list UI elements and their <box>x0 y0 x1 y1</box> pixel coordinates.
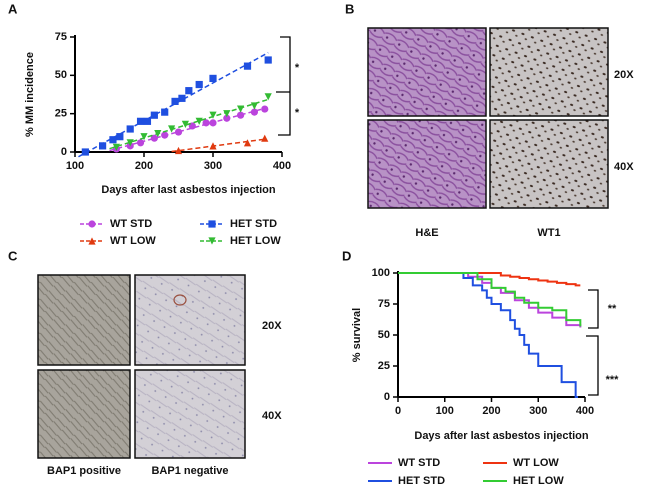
legend-label: WT LOW <box>110 235 156 247</box>
legend-label: HET STD <box>230 218 277 230</box>
column-label: BAP1 positive <box>47 465 121 477</box>
column-label: H&E <box>415 227 438 239</box>
point <box>250 102 258 110</box>
significance-bracket <box>276 36 291 136</box>
legend-label: HET STD <box>398 475 445 487</box>
point <box>150 134 158 142</box>
y-tick-label: 100 <box>372 267 390 279</box>
legend-label: WT STD <box>398 457 440 469</box>
legend-label: WT LOW <box>513 457 559 469</box>
x-tick-label: 200 <box>135 160 153 172</box>
panel-label: B <box>345 1 354 16</box>
micrograph <box>134 369 246 459</box>
x-tick-label: 400 <box>576 405 594 417</box>
point <box>264 56 272 64</box>
micrograph <box>367 27 487 117</box>
trend-line <box>109 98 269 150</box>
legend-marker <box>208 220 216 228</box>
point <box>264 93 272 101</box>
y-axis-label: % survival <box>351 308 363 362</box>
legend-label: WT STD <box>110 218 152 230</box>
point <box>185 87 193 95</box>
y-tick-label: 50 <box>55 69 67 81</box>
y-tick-label: 75 <box>378 298 390 310</box>
point <box>109 136 117 144</box>
annotation: *** <box>606 374 620 386</box>
x-tick-label: 100 <box>436 405 454 417</box>
micrograph <box>134 274 246 366</box>
point <box>136 117 145 125</box>
point <box>126 139 134 147</box>
point <box>174 128 183 136</box>
x-tick-label: 0 <box>395 405 401 417</box>
trend-line <box>109 107 265 152</box>
legend-label: HET LOW <box>230 235 281 247</box>
point <box>174 146 183 155</box>
point <box>150 111 158 119</box>
legend-label: HET LOW <box>513 475 564 487</box>
significance-bracket <box>586 289 599 396</box>
annotation: * <box>295 107 300 119</box>
y-tick-label: 50 <box>378 329 390 341</box>
vessel <box>173 294 187 306</box>
micrograph <box>367 119 487 209</box>
legend-marker <box>88 220 96 228</box>
point <box>136 139 145 147</box>
point <box>140 133 148 141</box>
trend-line <box>171 138 265 153</box>
x-tick-label: 200 <box>482 405 500 417</box>
annotation: ** <box>608 303 617 315</box>
micrograph <box>37 274 131 366</box>
point <box>116 133 124 141</box>
point <box>195 80 203 89</box>
trend-line <box>78 52 269 158</box>
y-axis-label: % MM incidence <box>24 52 36 137</box>
point <box>209 74 217 82</box>
x-tick-label: 100 <box>66 160 84 172</box>
panel-label: D <box>342 248 351 263</box>
annotation: * <box>295 62 300 74</box>
micrograph <box>489 27 609 117</box>
column-label: BAP1 negative <box>151 465 228 477</box>
x-axis-label: Days after last asbestos injection <box>101 184 276 196</box>
panel-label: C <box>8 248 18 263</box>
row-label: 20X <box>262 320 282 332</box>
column-label: WT1 <box>537 227 560 239</box>
point <box>209 111 217 119</box>
point <box>81 148 89 156</box>
x-axis-label: Days after last asbestos injection <box>414 430 589 442</box>
x-tick-label: 400 <box>273 160 291 172</box>
point <box>161 108 169 116</box>
row-label: 40X <box>262 410 282 422</box>
survival-curve <box>398 272 582 327</box>
y-tick-label: 25 <box>378 360 390 372</box>
row-label: 40X <box>614 161 634 173</box>
point <box>171 97 179 105</box>
point <box>261 134 269 142</box>
survival-curve <box>398 272 578 398</box>
x-tick-label: 300 <box>204 160 222 172</box>
y-tick-label: 25 <box>55 108 67 120</box>
y-tick-label: 0 <box>384 391 390 403</box>
y-tick-label: 75 <box>55 31 67 43</box>
panel-label: A <box>8 1 18 16</box>
point <box>243 62 252 70</box>
point <box>237 111 245 119</box>
point <box>181 120 189 128</box>
point <box>99 142 107 150</box>
point <box>243 139 252 147</box>
legend-marker <box>208 237 216 245</box>
micrograph <box>489 119 609 209</box>
point <box>143 117 152 125</box>
row-label: 20X <box>614 69 634 81</box>
survival-curve <box>398 272 581 287</box>
micrograph <box>37 369 131 459</box>
legend-marker <box>88 237 96 245</box>
y-tick-label: 0 <box>61 146 67 158</box>
x-tick-label: 300 <box>529 405 547 417</box>
point <box>178 94 186 102</box>
